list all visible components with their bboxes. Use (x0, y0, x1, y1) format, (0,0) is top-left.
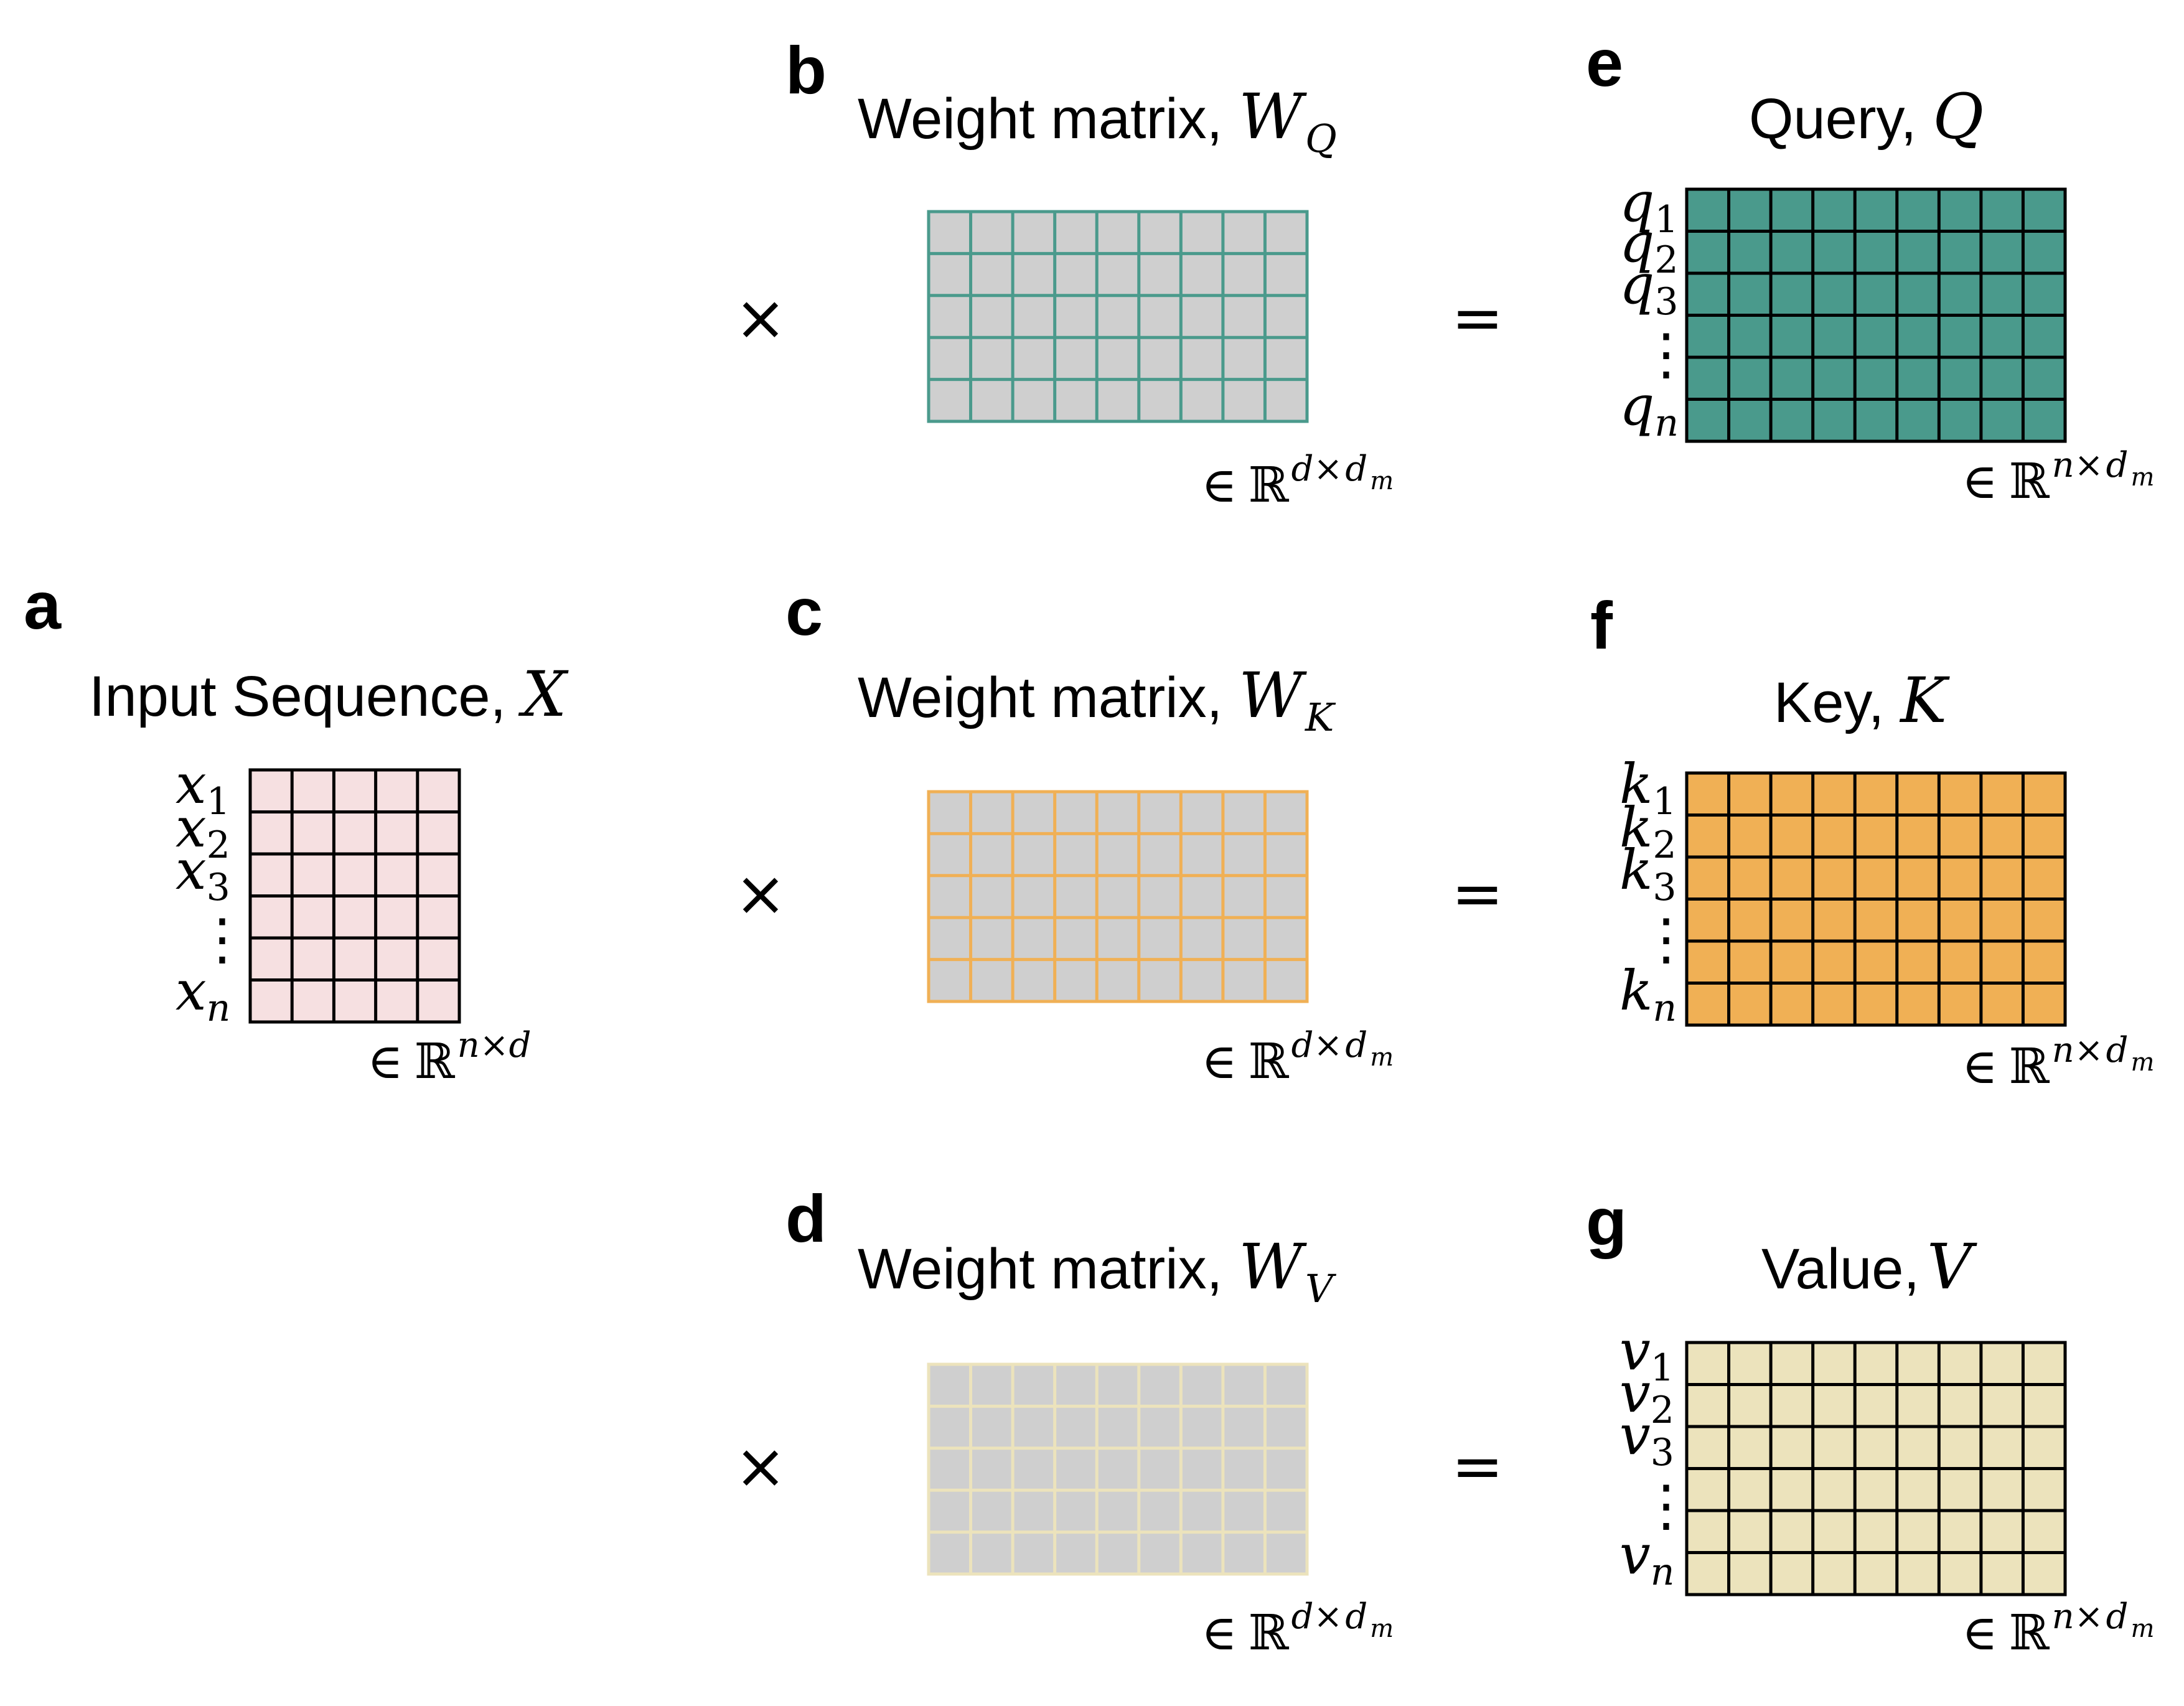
row-label: x3 (176, 838, 230, 909)
equals-sign-c: = (1451, 857, 1504, 930)
vdots: ⋮ (1638, 907, 1694, 972)
panel-e-row-labels: q1 q2 q3 ⋮ qn (1619, 170, 1694, 445)
row-label: x2 (176, 795, 230, 867)
panel-letter-b: b (785, 32, 827, 108)
equals-sign-b: = (1451, 281, 1504, 354)
panel-letter-e: e (1586, 25, 1623, 100)
panel-f-row-labels: k1 k2 k3 ⋮ kn (1619, 752, 1694, 1030)
matrix-body (927, 1362, 1309, 1576)
panel-a-dimension: ∈ ℝ n×d (367, 1025, 531, 1090)
panel-g-dimension: ∈ ℝ n× d m (1962, 1596, 2154, 1661)
panel-e-title: Query, Q (1749, 80, 1984, 153)
multiply-sign-c: × (734, 857, 787, 930)
row-label: q1 (1619, 170, 1679, 241)
weight-matrix-wq (927, 210, 1309, 423)
row-label: v1 (1619, 1318, 1674, 1390)
row-label: k3 (1619, 838, 1677, 909)
panel-b-dimension: ∈ ℝ d× d m (1201, 449, 1394, 513)
matrix-body (927, 790, 1309, 1003)
panel-d-dimension: ∈ ℝ d× d m (1201, 1596, 1394, 1661)
panel-a-title: Input Sequence, X (89, 658, 569, 731)
panel-f-title: Key, K (1774, 664, 1950, 737)
row-label: vn (1619, 1522, 1674, 1594)
vdots: ⋮ (1638, 1473, 1694, 1539)
vdots: ⋮ (1638, 322, 1694, 387)
row-label: x1 (176, 752, 230, 823)
row-label: v3 (1619, 1403, 1674, 1474)
panel-letter-c: c (785, 574, 823, 649)
row-label: k1 (1619, 752, 1677, 823)
panel-letter-f: f (1590, 588, 1613, 663)
panel-letter-g: g (1586, 1184, 1627, 1259)
row-label: v2 (1619, 1361, 1674, 1432)
query-matrix-q (1685, 187, 2067, 443)
input-matrix-x (248, 768, 461, 1024)
panel-letter-d: d (785, 1181, 827, 1256)
matrix-body (927, 210, 1309, 423)
panel-a-title-text: Input Sequence, (89, 665, 506, 728)
panel-c-dimension: ∈ ℝ d× d m (1201, 1025, 1394, 1090)
panel-d-title: Weight matrix, W V (858, 1230, 1337, 1311)
equals-sign-d: = (1451, 1430, 1504, 1502)
multiply-sign-b: × (734, 281, 787, 354)
panel-b-title: Weight matrix, W Q (858, 80, 1337, 161)
row-label: k2 (1619, 795, 1677, 867)
panel-a-row-labels: x1 x2 x3 ⋮ xn (176, 752, 250, 1030)
vdots: ⋮ (194, 907, 250, 972)
row-label: kn (1619, 958, 1677, 1030)
row-label: q3 (1619, 252, 1679, 324)
panel-e-dimension: ∈ ℝ n× d m (1962, 445, 2154, 510)
panel-a-symbol: X (518, 658, 569, 731)
weight-matrix-wv (927, 1362, 1309, 1576)
row-label: xn (176, 958, 230, 1030)
key-matrix-k (1685, 771, 2067, 1027)
weight-matrix-wk (927, 790, 1309, 1003)
panel-letter-a: a (24, 568, 62, 643)
row-label: q2 (1619, 210, 1679, 282)
matrix-grids (248, 187, 2067, 1596)
row-label: qn (1619, 373, 1679, 445)
panel-f-dimension: ∈ ℝ n× d m (1962, 1030, 2154, 1095)
panel-g-row-labels: v1 v2 v3 ⋮ vn (1619, 1318, 1694, 1594)
value-matrix-v (1685, 1341, 2067, 1596)
panel-g-title: Value, V (1761, 1230, 1977, 1303)
multiply-sign-d: × (734, 1430, 787, 1502)
panel-c-title: Weight matrix, W K (858, 659, 1336, 740)
